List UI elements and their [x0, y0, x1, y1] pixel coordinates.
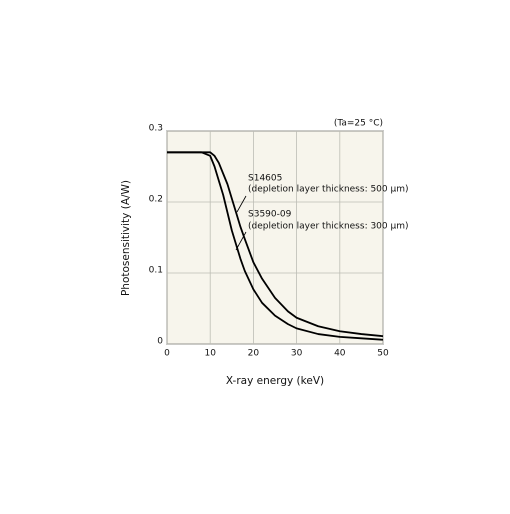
x-axis-label: X-ray energy (keV): [226, 375, 324, 387]
y-tick-label: 0.3: [149, 124, 163, 134]
x-tick-label: 50: [377, 349, 389, 359]
data-line: [167, 151, 384, 341]
data-line: [167, 151, 384, 338]
series-label: S14605: [248, 174, 282, 184]
leader-line: [236, 195, 247, 213]
series-label: S3590-09: [248, 210, 292, 220]
plot-area: [166, 130, 384, 345]
y-tick-label: 0.1: [149, 266, 163, 276]
x-tick-label: 20: [248, 349, 260, 359]
x-tick-label: 40: [334, 349, 346, 359]
y-axis-label: Photosensitivity (A/W): [120, 180, 132, 296]
x-tick-label: 0: [164, 349, 170, 359]
y-tick-label: 0.2: [149, 195, 163, 205]
x-tick-label: 30: [291, 349, 303, 359]
x-tick-label: 10: [204, 349, 216, 359]
series-note: (depletion layer thickness: 500 µm): [248, 185, 409, 195]
y-tick-label: 0: [157, 337, 163, 347]
condition-note: (Ta=25 °C): [334, 119, 383, 129]
series-note: (depletion layer thickness: 300 µm): [248, 222, 409, 232]
